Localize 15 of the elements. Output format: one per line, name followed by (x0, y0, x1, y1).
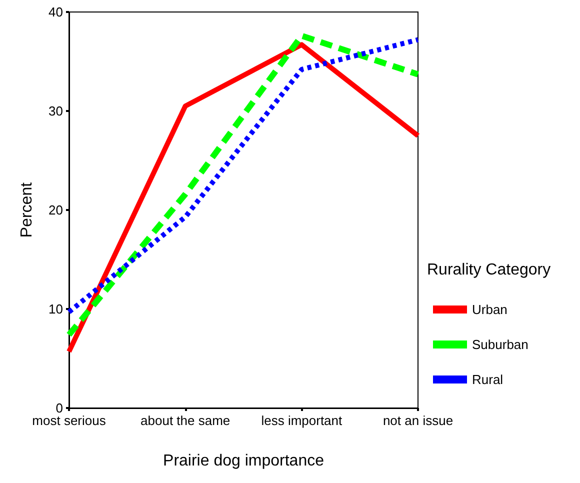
y-axis-title: Percent (18, 182, 36, 238)
legend-label: Urban (472, 302, 508, 317)
x-tick-label: less important (261, 413, 343, 428)
y-tick-label: 10 (48, 302, 63, 316)
y-tick-label: 20 (48, 202, 63, 218)
x-tick-label: not an issue (382, 413, 454, 428)
legend-title: Rurality Category (427, 262, 551, 278)
y-tick-label: 0 (56, 400, 63, 416)
legend-label: Suburban (472, 337, 528, 352)
x-axis-title: Prairie dog importance (163, 452, 324, 470)
y-tick-label: 30 (48, 104, 63, 118)
legend-label: Rural (472, 372, 504, 387)
x-tick-label: most serious (32, 413, 106, 428)
x-tick-label: about the same (140, 413, 230, 428)
y-tick-label: 40 (48, 4, 63, 20)
